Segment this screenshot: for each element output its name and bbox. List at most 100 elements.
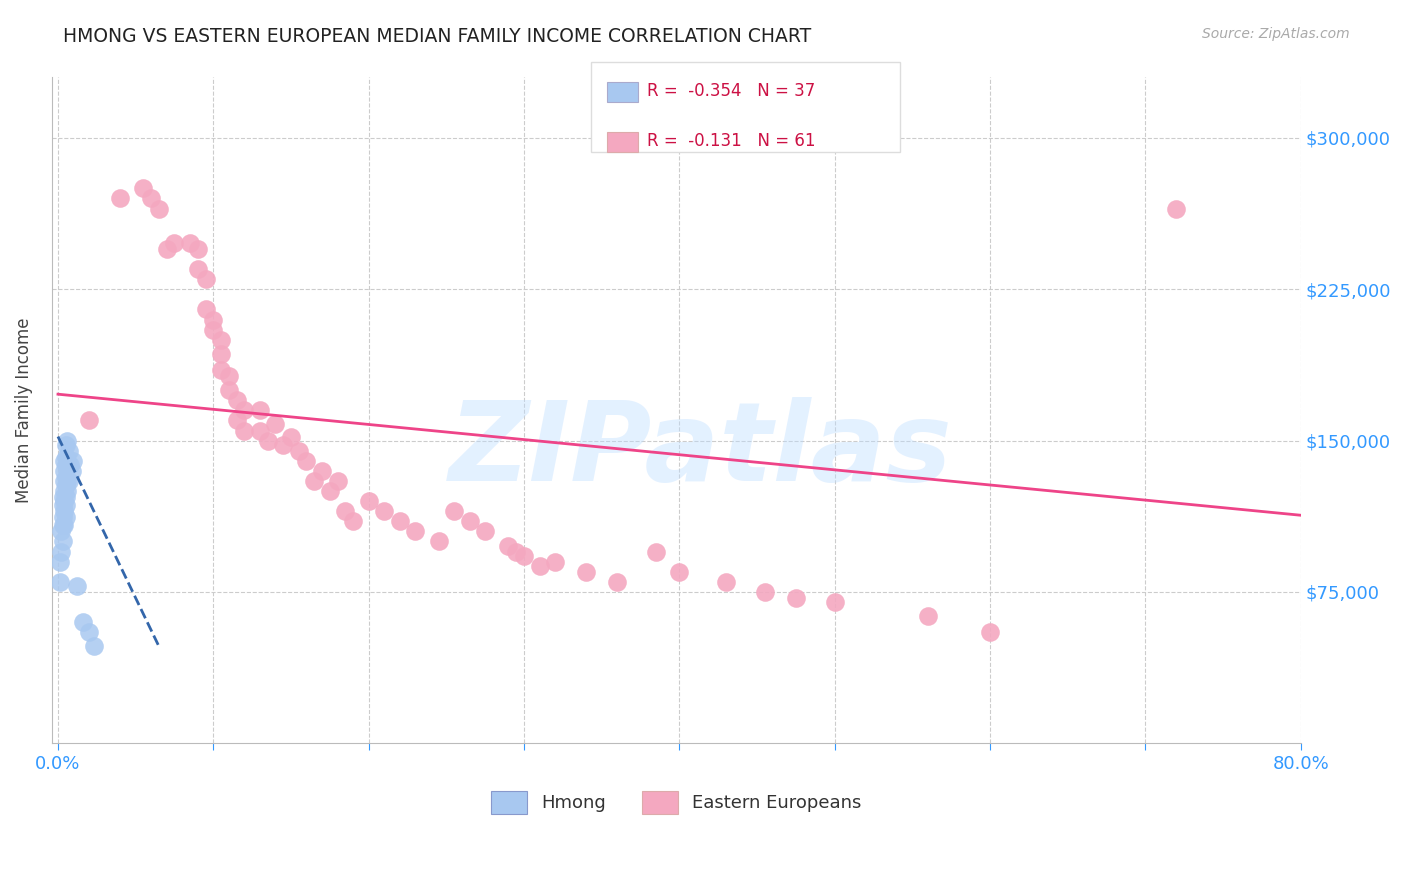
Point — [194, 302, 217, 317]
Point — [163, 235, 186, 250]
Point — [202, 323, 225, 337]
Point — [55, 450, 77, 464]
Point — [218, 383, 240, 397]
Text: ZIPatlas: ZIPatlas — [450, 397, 953, 504]
Point — [58, 474, 80, 488]
Point — [55, 458, 77, 472]
Point — [77, 625, 100, 640]
Point — [60, 464, 83, 478]
Point — [785, 591, 807, 605]
Point — [65, 579, 87, 593]
Point — [55, 470, 77, 484]
Point — [427, 534, 450, 549]
Point — [529, 558, 551, 573]
Legend: Hmong, Eastern Europeans: Hmong, Eastern Europeans — [484, 784, 869, 821]
Point — [83, 640, 105, 654]
Text: Source: ZipAtlas.com: Source: ZipAtlas.com — [1202, 27, 1350, 41]
Point — [179, 235, 201, 250]
Point — [49, 544, 72, 558]
Point — [53, 494, 76, 508]
Point — [319, 483, 342, 498]
Point — [513, 549, 536, 563]
Point — [505, 544, 527, 558]
Text: R =  -0.354   N = 37: R = -0.354 N = 37 — [647, 82, 815, 100]
Point — [218, 369, 240, 384]
Point — [52, 518, 75, 533]
Point — [1166, 202, 1188, 216]
Point — [59, 458, 82, 472]
Point — [233, 403, 256, 417]
Point — [156, 242, 179, 256]
Point — [53, 454, 76, 468]
Point — [53, 474, 76, 488]
Point — [209, 333, 232, 347]
Point — [474, 524, 496, 539]
Point — [357, 494, 380, 508]
Point — [979, 625, 1001, 640]
Point — [824, 595, 846, 609]
Point — [55, 478, 77, 492]
Point — [56, 483, 79, 498]
Point — [714, 574, 737, 589]
Point — [53, 504, 76, 518]
Point — [56, 454, 79, 468]
Point — [58, 443, 80, 458]
Point — [295, 454, 318, 468]
Point — [72, 615, 94, 629]
Point — [48, 555, 70, 569]
Point — [209, 363, 232, 377]
Point — [342, 514, 364, 528]
Point — [53, 518, 76, 533]
Text: HMONG VS EASTERN EUROPEAN MEDIAN FAMILY INCOME CORRELATION CHART: HMONG VS EASTERN EUROPEAN MEDIAN FAMILY … — [63, 27, 811, 45]
Point — [53, 483, 76, 498]
Point — [132, 181, 155, 195]
Point — [148, 202, 170, 216]
Point — [311, 464, 333, 478]
Point — [326, 474, 349, 488]
Point — [53, 464, 76, 478]
Point — [187, 262, 209, 277]
Point — [404, 524, 426, 539]
Point — [225, 393, 247, 408]
Point — [55, 437, 77, 451]
Point — [56, 474, 79, 488]
Point — [52, 498, 75, 512]
Point — [754, 585, 776, 599]
Point — [249, 424, 271, 438]
Point — [256, 434, 278, 448]
Point — [249, 403, 271, 417]
Point — [52, 534, 75, 549]
Point — [209, 347, 232, 361]
Point — [271, 437, 294, 451]
Point — [56, 434, 79, 448]
Point — [575, 565, 598, 579]
Point — [280, 429, 302, 443]
Point — [606, 574, 628, 589]
Point — [55, 490, 77, 504]
Point — [225, 413, 247, 427]
Point — [544, 555, 567, 569]
Point — [49, 524, 72, 539]
Point — [141, 192, 163, 206]
Point — [202, 312, 225, 326]
Point — [388, 514, 411, 528]
Point — [52, 510, 75, 524]
Point — [77, 413, 100, 427]
Text: R =  -0.131   N = 61: R = -0.131 N = 61 — [647, 132, 815, 150]
Point — [48, 574, 70, 589]
Point — [498, 539, 520, 553]
Point — [287, 443, 309, 458]
Point — [55, 510, 77, 524]
Point — [443, 504, 465, 518]
Point — [458, 514, 481, 528]
Point — [668, 565, 690, 579]
Point — [108, 192, 131, 206]
Point — [187, 242, 209, 256]
Point — [335, 504, 357, 518]
Point — [645, 544, 668, 558]
Point — [304, 474, 326, 488]
Point — [233, 424, 256, 438]
Point — [373, 504, 395, 518]
Point — [52, 490, 75, 504]
Point — [264, 417, 287, 432]
